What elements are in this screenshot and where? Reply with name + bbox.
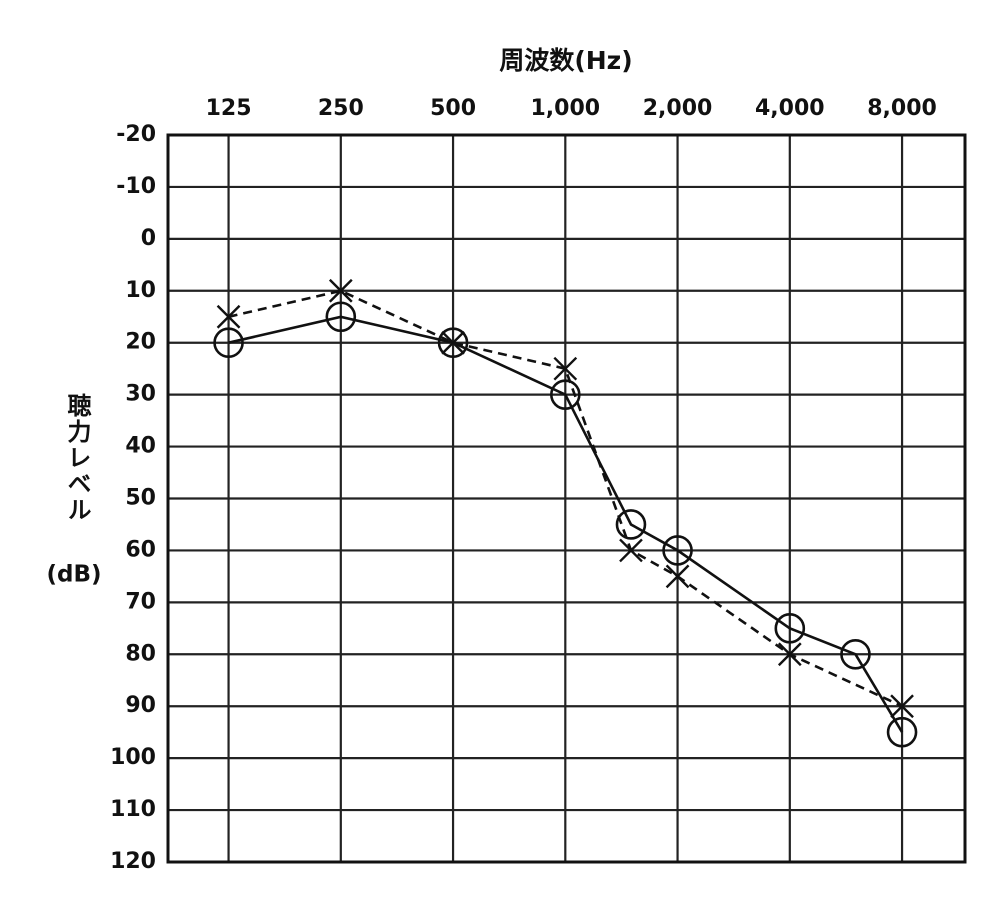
x-marker-stroke xyxy=(777,642,802,667)
x-marker-stroke xyxy=(890,694,914,719)
x-marker xyxy=(619,538,643,563)
x-marker xyxy=(553,356,578,381)
circle-marker xyxy=(437,327,469,359)
circle-marker xyxy=(662,535,693,566)
x-tick-label: 125 xyxy=(206,96,252,121)
y-tick-label: 30 xyxy=(125,382,156,407)
x-marker xyxy=(777,642,802,667)
y-tick-label: 0 xyxy=(141,226,156,251)
x-marker xyxy=(890,694,914,719)
circle-marker xyxy=(774,613,806,644)
x-marker-stroke xyxy=(216,304,241,329)
y-tick-label: 110 xyxy=(110,797,156,822)
x-marker-stroke xyxy=(441,330,465,355)
y-tick-label: 70 xyxy=(125,589,156,614)
y-tick-label: 40 xyxy=(125,434,156,459)
y-tick-label: -20 xyxy=(116,122,156,147)
series-line xyxy=(228,289,903,708)
x-tick-label: 4,000 xyxy=(755,96,825,121)
y-tick-label: 120 xyxy=(110,849,156,874)
x-marker xyxy=(441,330,465,355)
x-marker xyxy=(665,564,690,589)
x-tick-label: 1,000 xyxy=(531,96,601,121)
y-tick-label: 90 xyxy=(125,693,156,718)
circle-marker xyxy=(615,509,647,540)
y-tick-label: 10 xyxy=(125,278,156,303)
circle-marker xyxy=(213,327,244,359)
x-marker-stroke xyxy=(328,278,353,303)
y-tick-label: 80 xyxy=(125,641,156,666)
plot-border xyxy=(166,133,967,864)
y-tick-label: 60 xyxy=(125,537,156,562)
x-marker xyxy=(328,278,353,303)
x-marker-stroke xyxy=(553,356,578,381)
circle-marker xyxy=(325,301,357,333)
x-tick-label: 2,000 xyxy=(643,96,713,121)
x-tick-label: 250 xyxy=(318,96,364,121)
y-axis-unit: (dB) xyxy=(46,562,101,588)
x-marker-stroke xyxy=(619,538,643,563)
x-tick-label: 500 xyxy=(430,96,476,121)
x-axis-title: 周波数(Hz) xyxy=(499,46,632,75)
x-marker xyxy=(216,304,241,329)
circle-marker xyxy=(886,716,918,748)
y-axis-label: 聴力レベル xyxy=(63,393,91,523)
y-tick-label: -10 xyxy=(116,174,156,199)
series-line xyxy=(228,315,904,733)
circle-marker xyxy=(550,379,581,410)
y-tick-label: 100 xyxy=(110,745,156,770)
y-tick-label: 20 xyxy=(125,330,156,355)
circle-marker xyxy=(840,638,871,670)
y-tick-label: 50 xyxy=(125,486,156,511)
x-marker-stroke xyxy=(665,564,690,589)
x-tick-label: 8,000 xyxy=(867,96,937,121)
